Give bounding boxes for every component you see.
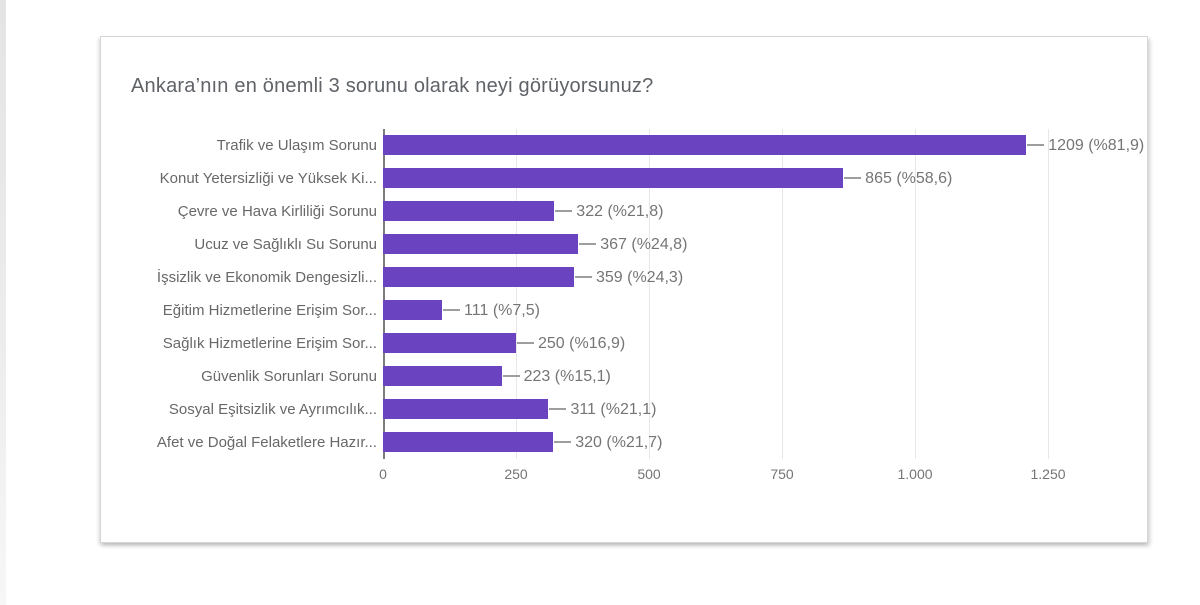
bar-row: Eğitim Hizmetlerine Erişim Sor... 111 (%7… — [163, 294, 1048, 327]
bar-row: Afet ve Doğal Felaketlere Hazır... 320 (%… — [157, 426, 1048, 459]
category-label: Ucuz ve Sağlıklı Su Sorunu — [194, 236, 377, 253]
bar[interactable] — [383, 333, 516, 353]
value-connector-line — [579, 243, 597, 245]
bar[interactable] — [383, 201, 555, 221]
bar-row: İşsizlik ve Ekonomik Dengesizli... 359 (%… — [157, 261, 1048, 294]
value-label: 359 (%24,3) — [595, 269, 684, 286]
value-connector-line — [555, 210, 573, 212]
value-label: 320 (%21,7) — [575, 434, 663, 451]
value-connector-line — [574, 276, 592, 278]
value-connector-line — [443, 309, 461, 311]
category-label: Güvenlik Sorunları Sorunu — [201, 368, 377, 385]
value-label: 322 (%21,8) — [576, 203, 664, 220]
chart-card: Ankara’nın en önemli 3 sorunu olarak ney… — [100, 36, 1148, 543]
grid-line — [782, 129, 783, 459]
plot-area: 0 250 500 750 1.000 1.250 Trafik ve Ulaşım Sor… — [157, 129, 1144, 482]
chart-title: Ankara’nın en önemli 3 sorunu olarak ney… — [131, 75, 654, 97]
value-label: 111 (%7,5) — [464, 302, 540, 319]
bar-row: Trafik ve Ulaşım Sorunu 1209 (%81,9) — [217, 129, 1144, 162]
bar[interactable] — [383, 267, 574, 287]
bar-row: Sağlık Hizmetlerine Erişim Sor... 250 (%1… — [163, 327, 1048, 360]
grid-line — [649, 129, 650, 459]
x-axis-tick-label: 250 — [504, 466, 528, 482]
value-label: 1209 (%81,9) — [1048, 137, 1145, 154]
value-label: 223 (%15,1) — [523, 368, 611, 385]
category-label: Sağlık Hizmetlerine Erişim Sor... — [162, 335, 377, 352]
value-label: 367 (%24,8) — [600, 236, 688, 253]
bar[interactable] — [383, 135, 1027, 155]
value-connector-line — [517, 342, 534, 344]
value-label: 311 (%21,1) — [570, 401, 657, 418]
y-axis-line — [383, 129, 385, 459]
category-label: Konut Yetersizliği ve Yüksek Ki... — [159, 170, 377, 187]
category-label: Çevre ve Hava Kirliliği Sorunu — [177, 203, 377, 220]
category-label: Trafik ve Ulaşım Sorunu — [216, 137, 377, 154]
grid-line — [915, 129, 916, 459]
grid-line — [1048, 129, 1049, 459]
category-label: İşsizlik ve Ekonomik Dengesizli... — [156, 269, 377, 286]
x-axis-tick-label: 1.000 — [897, 466, 933, 482]
value-label: 865 (%58,6) — [865, 170, 953, 187]
bar[interactable] — [383, 300, 443, 320]
bar[interactable] — [383, 234, 579, 254]
value-connector-line — [502, 375, 520, 377]
bar-row: Çevre ve Hava Kirliliği Sorunu 322 (%21,8… — [178, 195, 1048, 228]
bar-row: Ucuz ve Sağlıklı Su Sorunu 367 (%24,8) — [194, 228, 1048, 261]
bar-row: Güvenlik Sorunları Sorunu 223 (%15,1) — [201, 360, 1048, 393]
x-axis-tick-label: 0 — [379, 466, 387, 482]
grid-line — [516, 129, 517, 459]
value-label: 250 (%16,9) — [538, 335, 626, 352]
value-connector-line — [549, 408, 567, 410]
value-connector-line — [844, 177, 862, 179]
category-label: Sosyal Eşitsizlik ve Ayrımcılık... — [168, 401, 377, 418]
bar-row: Konut Yetersizliği ve Yüksek Ki... 865 (%… — [160, 162, 1048, 195]
x-axis-tick-label: 750 — [770, 466, 794, 482]
value-connector-line — [1027, 144, 1045, 146]
category-label: Eğitim Hizmetlerine Erişim Sor... — [162, 302, 377, 319]
bar[interactable] — [383, 432, 554, 452]
x-axis-tick-label: 500 — [637, 466, 661, 482]
bar[interactable] — [383, 399, 549, 419]
bar[interactable] — [383, 168, 844, 188]
bar[interactable] — [383, 366, 502, 386]
bar-row: Sosyal Eşitsizlik ve Ayrımcılık... 311 (%… — [169, 393, 1048, 426]
value-connector-line — [554, 441, 572, 443]
x-axis-tick-label: 1.250 — [1030, 466, 1066, 482]
category-label: Afet ve Doğal Felaketlere Hazır... — [156, 434, 377, 451]
page-edge-strip — [0, 0, 6, 605]
